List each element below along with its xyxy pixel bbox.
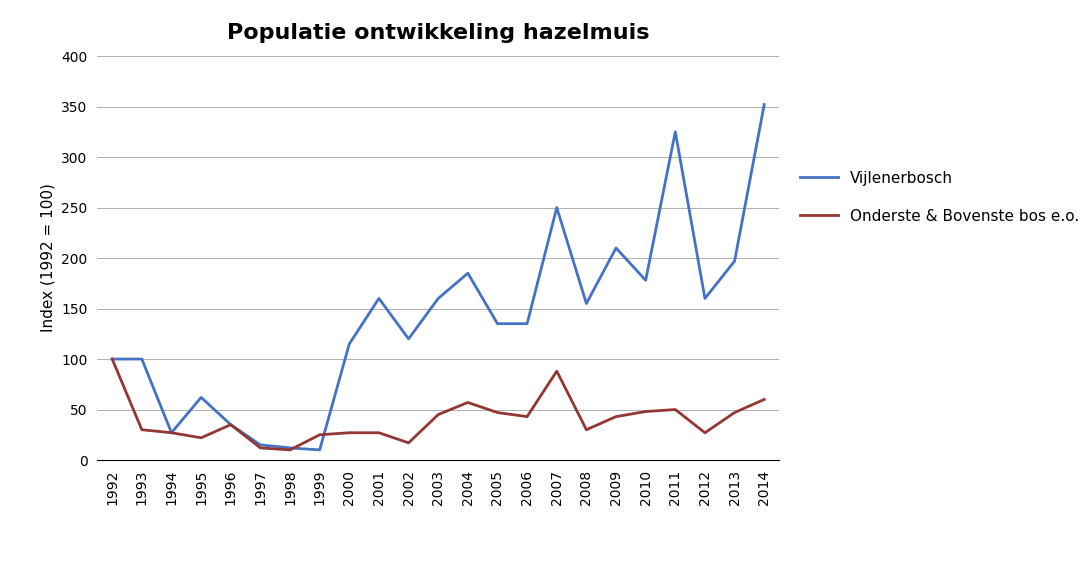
- Legend: Vijlenerbosch, Onderste & Bovenste bos e.o.: Vijlenerbosch, Onderste & Bovenste bos e…: [793, 165, 1082, 230]
- Onderste & Bovenste bos e.o.: [520, 413, 533, 420]
- Vijlenerbosch: [551, 204, 564, 211]
- Vijlenerbosch: [757, 101, 770, 108]
- Vijlenerbosch: [313, 447, 326, 453]
- Onderste & Bovenste bos e.o.: [609, 413, 622, 420]
- Vijlenerbosch: [520, 320, 533, 327]
- Onderste & Bovenste bos e.o.: [580, 426, 593, 433]
- Onderste & Bovenste bos e.o.: [491, 409, 504, 416]
- Onderste & Bovenste bos e.o.: [639, 408, 652, 415]
- Onderste & Bovenste bos e.o.: [224, 421, 237, 428]
- Vijlenerbosch: [254, 442, 267, 448]
- Onderste & Bovenste bos e.o.: [106, 356, 119, 362]
- Vijlenerbosch: [372, 295, 385, 302]
- Vijlenerbosch: [699, 295, 712, 302]
- Onderste & Bovenste bos e.o.: [432, 411, 445, 418]
- Vijlenerbosch: [343, 341, 356, 347]
- Vijlenerbosch: [106, 356, 119, 362]
- Onderste & Bovenste bos e.o.: [403, 439, 415, 446]
- Vijlenerbosch: [224, 421, 237, 428]
- Onderste & Bovenste bos e.o.: [195, 434, 208, 441]
- Onderste & Bovenste bos e.o.: [757, 396, 770, 403]
- Onderste & Bovenste bos e.o.: [461, 399, 474, 406]
- Vijlenerbosch: [491, 320, 504, 327]
- Vijlenerbosch: [195, 394, 208, 401]
- Onderste & Bovenste bos e.o.: [283, 447, 296, 453]
- Line: Vijlenerbosch: Vijlenerbosch: [113, 104, 764, 450]
- Onderste & Bovenste bos e.o.: [164, 429, 177, 436]
- Vijlenerbosch: [669, 128, 682, 135]
- Vijlenerbosch: [580, 300, 593, 307]
- Onderste & Bovenste bos e.o.: [728, 409, 741, 416]
- Onderste & Bovenste bos e.o.: [669, 406, 682, 413]
- Onderste & Bovenste bos e.o.: [254, 444, 267, 451]
- Vijlenerbosch: [403, 335, 415, 342]
- Onderste & Bovenste bos e.o.: [313, 431, 326, 438]
- Onderste & Bovenste bos e.o.: [551, 368, 564, 375]
- Onderste & Bovenste bos e.o.: [699, 429, 712, 436]
- Line: Onderste & Bovenste bos e.o.: Onderste & Bovenste bos e.o.: [113, 359, 764, 450]
- Y-axis label: Index (1992 = 100): Index (1992 = 100): [41, 183, 56, 333]
- Vijlenerbosch: [639, 277, 652, 284]
- Vijlenerbosch: [135, 356, 148, 362]
- Vijlenerbosch: [283, 444, 296, 451]
- Vijlenerbosch: [728, 257, 741, 264]
- Vijlenerbosch: [164, 429, 177, 436]
- Onderste & Bovenste bos e.o.: [135, 426, 148, 433]
- Vijlenerbosch: [609, 245, 622, 251]
- Onderste & Bovenste bos e.o.: [343, 429, 356, 436]
- Vijlenerbosch: [432, 295, 445, 302]
- Onderste & Bovenste bos e.o.: [372, 429, 385, 436]
- Title: Populatie ontwikkeling hazelmuis: Populatie ontwikkeling hazelmuis: [227, 24, 649, 43]
- Vijlenerbosch: [461, 270, 474, 277]
